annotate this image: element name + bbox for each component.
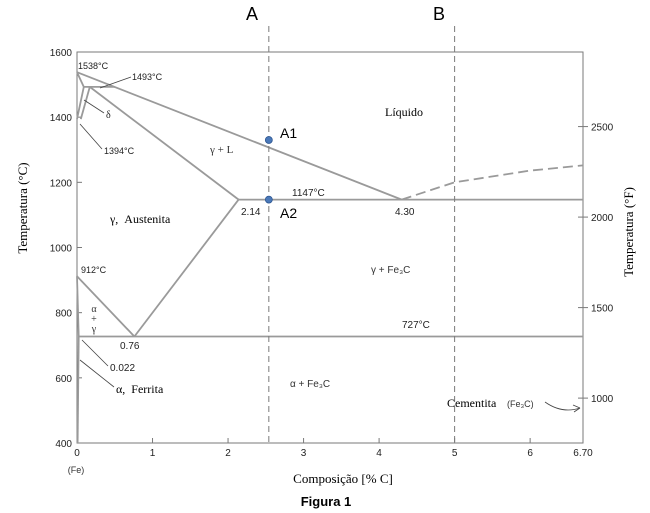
phase-line-solidus xyxy=(89,86,240,201)
x-tick-label: 5 xyxy=(452,448,458,459)
phase-line-delta-right xyxy=(76,86,85,120)
x-tick-label: 4 xyxy=(376,448,382,459)
phase-line-alpha-gamma-boundary xyxy=(76,276,80,337)
marker-a-label: A xyxy=(246,4,258,24)
y-right-tick-label: 1000 xyxy=(591,394,614,405)
phase-line-liquidus-left xyxy=(76,71,403,201)
region-gamma-l: γ + L xyxy=(209,144,234,156)
x-axis-title: Composição [% C] xyxy=(293,471,393,486)
label-430: 4.30 xyxy=(395,207,415,218)
label-912: 912°C xyxy=(81,265,107,275)
label-1493: 1493°C xyxy=(132,72,163,82)
phase-line-alpha-solvus xyxy=(76,336,80,444)
y-left-tick-label: 600 xyxy=(55,374,72,385)
region-alpha: α xyxy=(91,304,97,315)
label-1538: 1538°C xyxy=(78,61,109,71)
arrow-cementita-head xyxy=(572,404,581,413)
y-left-tick-label: 400 xyxy=(55,439,72,450)
arrow-0022 xyxy=(81,339,109,367)
x-tick-label: 3 xyxy=(301,448,307,459)
region-cementita-formula: (Fe₃C) xyxy=(507,399,534,409)
y-axis-title-right: Temperatura (°F) xyxy=(621,187,636,277)
point-a1 xyxy=(264,136,273,144)
phase-line-liquidus-right xyxy=(401,164,584,201)
label-delta: δ xyxy=(106,110,111,121)
region-alpha-fe3c: α + Fe₃C xyxy=(290,379,330,390)
region-gamma: γ xyxy=(91,324,97,335)
region-austenita: γ, Austenita xyxy=(109,212,171,226)
figure-caption: Figura 1 xyxy=(301,494,352,509)
arrow-ferrita xyxy=(79,359,115,388)
region-gamma-fe3c: γ + Fe₃C xyxy=(371,265,410,276)
point-a1-label: A1 xyxy=(280,125,297,141)
arrow-cementita xyxy=(544,401,581,411)
y-axis-title-left: Temperatura (°C) xyxy=(15,162,30,253)
label-1147: 1147°C xyxy=(292,188,325,199)
x-origin-note: (Fe) xyxy=(68,465,85,475)
x-tick-label: 1 xyxy=(150,448,156,459)
phase-line-acm-line xyxy=(133,199,240,338)
y-right-tick-label: 1500 xyxy=(591,304,614,315)
y-right-tick-label: 2500 xyxy=(591,123,614,134)
x-tick-label: 2 xyxy=(225,448,231,459)
region-ferrita: α, Ferrita xyxy=(116,382,164,396)
arrow-1493 xyxy=(99,76,132,89)
region-liquido: Líquido xyxy=(385,105,423,119)
phase-line-a3-line xyxy=(76,275,136,338)
marker-b-label: B xyxy=(433,4,445,24)
phase-line-delta-left xyxy=(76,71,85,88)
phase-line-delta-gamma-upper xyxy=(79,86,91,120)
label-076: 0.76 xyxy=(120,341,140,352)
y-right-tick-label: 2000 xyxy=(591,213,614,224)
region-plus: + xyxy=(91,314,97,325)
region-cementita: Cementita xyxy=(447,396,497,410)
label-214: 2.14 xyxy=(241,207,261,218)
x-tick-label: 6.70 xyxy=(573,448,593,459)
arrow-1394 xyxy=(79,123,103,150)
label-0022: 0.022 xyxy=(110,363,135,374)
y-left-tick-label: 1000 xyxy=(50,244,73,255)
point-a2 xyxy=(264,195,273,204)
x-tick-label: 6 xyxy=(527,448,533,459)
y-left-tick-label: 1400 xyxy=(50,113,73,124)
label-1394: 1394°C xyxy=(104,146,135,156)
point-a2-label: A2 xyxy=(280,205,297,221)
arrow-delta xyxy=(83,99,105,114)
x-tick-label: 0 xyxy=(74,448,80,459)
y-left-tick-label: 1200 xyxy=(50,178,73,189)
y-left-tick-label: 800 xyxy=(55,309,72,320)
label-727: 727°C xyxy=(402,320,430,331)
y-left-tick-label: 1600 xyxy=(50,48,73,59)
